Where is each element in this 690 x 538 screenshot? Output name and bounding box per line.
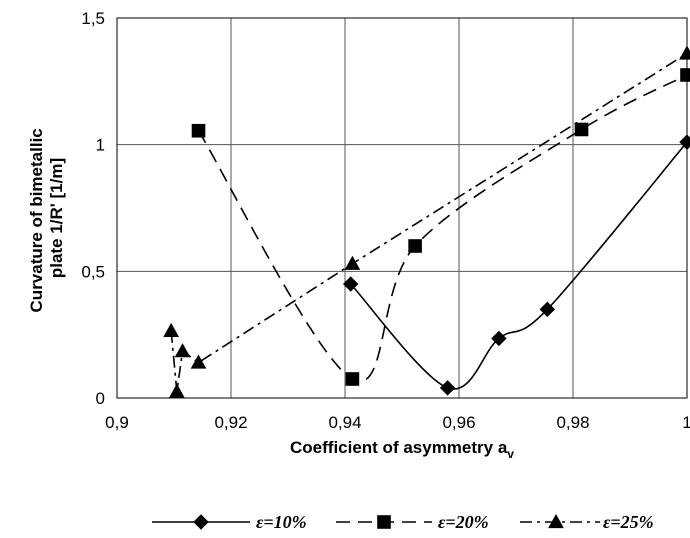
legend-item: ε=25% [520,512,654,532]
legend-label: ε=20% [438,512,489,532]
data-point [408,239,422,253]
plot-area [117,18,687,398]
y-tick-label: 1,5 [81,9,105,28]
x-tick-label: 0,94 [328,413,361,432]
x-axis-title: Coefficient of asymmetry av [290,438,514,461]
legend-marker [193,514,209,530]
data-point [191,123,206,138]
legend-item: ε=20% [336,512,489,532]
legend: ε=10% ε=20% ε=25% [152,512,654,532]
data-point [342,276,359,292]
x-axis-title-subscript: v [507,447,514,461]
series-group [191,68,690,386]
y-tick-labels: 0 0,5 1 1,5 [81,9,105,408]
series-line [170,52,688,392]
y-axis-title-line1: Curvature of bimetallic [27,128,46,312]
y-axis-title-line2: plate 1/R' [1/m] [47,158,66,278]
data-point [174,343,191,358]
plot-frame [116,17,688,399]
legend-label: ε=25% [603,512,654,532]
x-tick-label: 0,96 [442,413,475,432]
data-point [574,122,589,137]
y-tick-label: 0,5 [81,262,105,281]
x-tick-label: 0,9 [105,413,129,432]
x-tick-label: 1 [682,413,690,432]
x-tick-label: 0,92 [214,413,247,432]
data-point [680,68,690,82]
data-point [169,383,185,398]
data-point [163,322,179,337]
legend-marker [377,515,391,529]
y-tick-label: 1 [96,136,105,155]
data-point [190,354,207,369]
series-line [197,74,688,382]
legend-item: ε=10% [152,512,307,532]
data-point [345,372,360,386]
data-point [344,255,361,270]
y-tick-label: 0 [96,389,105,408]
y-axis-title: Curvature of bimetallic plate 1/R' [1/m] [27,124,66,313]
data-point [491,330,507,347]
data-point [539,301,556,318]
legend-marker [548,513,564,529]
x-tick-label: 0,98 [556,413,589,432]
x-tick-labels: 0,9 0,92 0,94 0,96 0,98 1 [105,413,690,432]
data-point [439,380,456,396]
legend-label: ε=10% [256,512,307,532]
